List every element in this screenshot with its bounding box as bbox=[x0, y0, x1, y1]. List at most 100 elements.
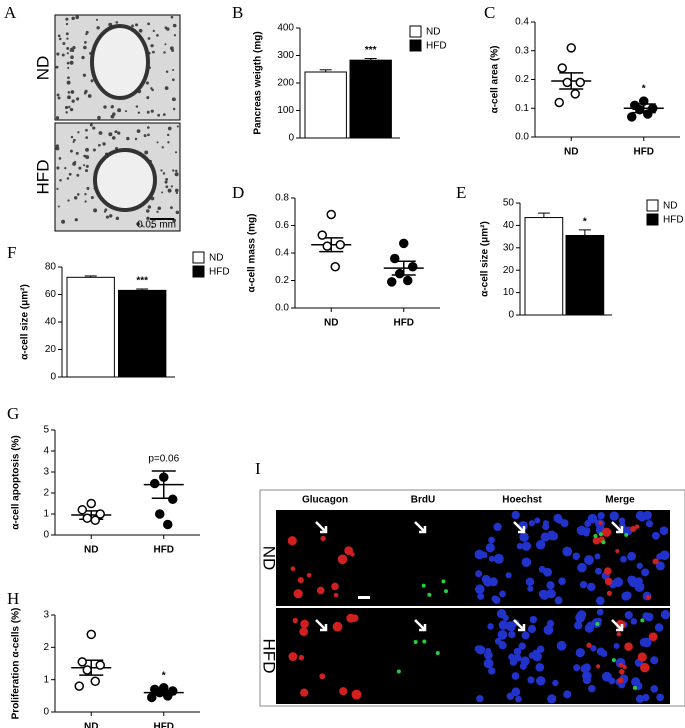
nucleus bbox=[117, 108, 122, 113]
nucleus bbox=[115, 216, 120, 221]
nucleus bbox=[543, 567, 553, 577]
nucleus bbox=[518, 642, 526, 650]
y-tick-label: 2 bbox=[43, 642, 49, 653]
cell bbox=[396, 669, 401, 674]
x-tick-label: ND bbox=[84, 722, 98, 728]
bar bbox=[565, 234, 605, 316]
nucleus bbox=[627, 575, 636, 585]
nucleus bbox=[67, 91, 71, 94]
nucleus bbox=[488, 536, 495, 544]
nucleus bbox=[111, 136, 116, 140]
cell bbox=[652, 558, 659, 565]
nucleus bbox=[167, 188, 172, 193]
nucleus bbox=[527, 676, 535, 684]
cell bbox=[618, 662, 624, 668]
nucleus bbox=[588, 684, 596, 693]
data-point bbox=[330, 262, 340, 272]
nucleus bbox=[535, 540, 546, 550]
arrow bbox=[611, 619, 624, 632]
legend-swatch bbox=[192, 265, 205, 278]
data-point bbox=[326, 209, 336, 220]
nucleus bbox=[655, 561, 665, 571]
data-point bbox=[168, 494, 178, 505]
nucleus bbox=[143, 134, 147, 138]
nucleus bbox=[61, 219, 66, 224]
row-label: ND bbox=[260, 546, 279, 571]
nucleus bbox=[654, 623, 664, 632]
nucleus bbox=[92, 126, 96, 130]
nucleus bbox=[527, 585, 534, 592]
nucleus bbox=[560, 519, 569, 528]
nucleus bbox=[619, 522, 626, 529]
nucleus bbox=[170, 185, 173, 188]
nucleus bbox=[488, 555, 495, 562]
nucleus bbox=[660, 610, 671, 620]
nucleus bbox=[64, 167, 67, 170]
nucleus bbox=[67, 199, 70, 202]
nucleus bbox=[476, 695, 484, 703]
y-tick-label: 0.2 bbox=[515, 74, 529, 85]
y-tick-label: 0 bbox=[43, 530, 49, 541]
row-label: ND bbox=[33, 56, 52, 81]
nucleus bbox=[145, 81, 149, 85]
cell bbox=[648, 632, 658, 642]
cell bbox=[300, 619, 309, 629]
arrow bbox=[315, 521, 328, 534]
nucleus bbox=[59, 179, 62, 182]
column-label: BrdU bbox=[411, 495, 435, 506]
nucleus bbox=[96, 26, 100, 30]
cell bbox=[351, 614, 359, 622]
nucleus bbox=[535, 662, 545, 672]
nucleus bbox=[480, 551, 488, 559]
legend-swatch bbox=[409, 25, 422, 38]
cell bbox=[444, 589, 449, 594]
y-tick-label: 0.8 bbox=[275, 193, 289, 204]
cell bbox=[598, 532, 603, 537]
nucleus bbox=[90, 79, 94, 83]
nucleus bbox=[66, 52, 69, 55]
data-point bbox=[390, 253, 400, 264]
nucleus bbox=[493, 553, 504, 564]
nucleus bbox=[594, 553, 601, 560]
cell bbox=[337, 554, 348, 565]
y-tick-label: 20 bbox=[503, 265, 515, 276]
column-label: Glucagon bbox=[302, 495, 348, 506]
data-point bbox=[82, 513, 92, 523]
data-point bbox=[403, 275, 413, 286]
nucleus bbox=[150, 109, 154, 113]
data-point bbox=[86, 498, 96, 509]
data-point bbox=[562, 77, 572, 88]
nucleus bbox=[56, 52, 60, 56]
y-axis-label: Pancreas weigth (mg) bbox=[253, 31, 264, 134]
data-point bbox=[554, 97, 564, 108]
nucleus bbox=[73, 138, 76, 142]
nucleus bbox=[492, 596, 501, 604]
nucleus bbox=[98, 131, 103, 135]
nucleus bbox=[72, 140, 75, 143]
nucleus bbox=[157, 206, 162, 211]
nucleus bbox=[521, 541, 532, 551]
nucleus bbox=[77, 131, 80, 134]
nucleus bbox=[656, 693, 664, 702]
nucleus bbox=[66, 37, 69, 40]
nucleus bbox=[173, 34, 177, 37]
cell bbox=[332, 621, 343, 632]
nucleus bbox=[114, 130, 117, 133]
nucleus bbox=[157, 113, 161, 117]
nucleus bbox=[487, 623, 494, 630]
nucleus bbox=[165, 177, 169, 181]
nucleus bbox=[499, 590, 506, 598]
annotation: * bbox=[162, 670, 166, 681]
nucleus bbox=[83, 45, 87, 50]
data-point bbox=[90, 676, 100, 687]
nucleus bbox=[621, 591, 631, 601]
cell bbox=[598, 520, 603, 526]
legend-label: ND bbox=[663, 201, 677, 212]
nucleus bbox=[594, 567, 602, 575]
nucleus bbox=[584, 520, 592, 527]
nucleus bbox=[85, 164, 89, 168]
cell bbox=[421, 583, 426, 588]
nucleus bbox=[66, 47, 70, 50]
y-tick-label: 40 bbox=[45, 317, 57, 328]
cell bbox=[299, 627, 309, 636]
